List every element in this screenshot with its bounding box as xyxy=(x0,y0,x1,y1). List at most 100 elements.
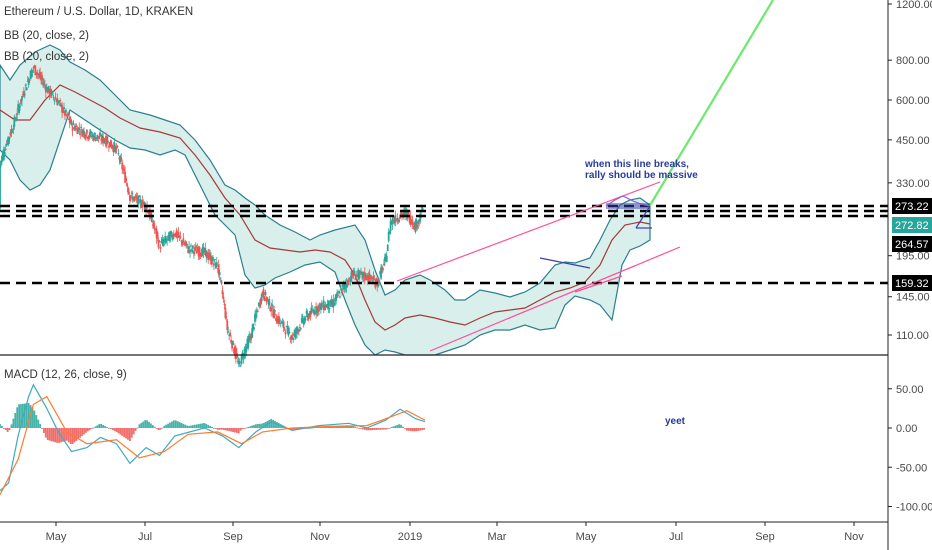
candle-body xyxy=(40,75,42,80)
candle-body xyxy=(189,249,191,253)
macd-histogram-bar xyxy=(37,419,40,428)
candle-body xyxy=(225,316,228,318)
bb-indicator-2-label[interactable]: BB (20, close, 2) xyxy=(4,51,90,63)
candle-body xyxy=(199,253,202,257)
macd-histogram-bar xyxy=(232,428,234,433)
macd-histogram-bar xyxy=(379,428,381,430)
price-label-273-22: 273.22 xyxy=(892,198,932,214)
candle-body xyxy=(283,327,286,329)
macd-tick-label: 0.00 xyxy=(896,423,917,435)
candle-body xyxy=(343,282,346,289)
candle-body xyxy=(116,146,119,148)
candle-body xyxy=(37,73,40,75)
note-line2[interactable]: rally should be massive xyxy=(585,170,698,181)
macd-histogram-bar xyxy=(205,423,208,428)
macd-histogram-bar xyxy=(71,428,74,445)
price-axis[interactable]: 1200.00 800.00 600.00 450.00 330.00 195.00 145… xyxy=(888,0,932,514)
y-tick-label: 330.00 xyxy=(896,178,930,190)
macd-pane[interactable]: yeet xyxy=(0,383,686,495)
candle-body xyxy=(355,274,358,277)
candle-body xyxy=(59,100,62,102)
macd-histogram-bar xyxy=(367,428,370,431)
candle-body xyxy=(100,139,103,141)
projection-line[interactable] xyxy=(648,0,774,208)
candle-body xyxy=(354,278,357,280)
macd-histogram-bar xyxy=(362,428,364,430)
macd-histogram-bar xyxy=(115,428,118,432)
channel-upper-line[interactable] xyxy=(396,181,661,282)
macd-histogram-bar xyxy=(16,407,19,428)
time-axis[interactable]: May Jul Sep Nov 2019 Mar May Jul Sep Nov xyxy=(46,522,865,543)
macd-histogram-bar xyxy=(417,428,420,431)
price-pane[interactable] xyxy=(0,44,651,367)
macd-histogram-bar xyxy=(44,428,47,438)
macd-histogram-bar xyxy=(371,428,374,431)
note-line1[interactable]: when this line breaks, xyxy=(584,159,689,170)
candle-body xyxy=(350,271,353,282)
macd-histogram-bar xyxy=(43,428,45,434)
candle-body xyxy=(2,149,5,158)
candle-body xyxy=(327,300,330,310)
macd-note[interactable]: yeet xyxy=(665,416,686,427)
candle-body xyxy=(119,156,122,163)
y-tick-label: 195.00 xyxy=(896,251,930,263)
candle-body xyxy=(261,291,264,295)
candle-body xyxy=(183,242,186,245)
flag-pattern[interactable] xyxy=(605,195,652,229)
candle-body xyxy=(45,87,48,91)
macd-histogram-bar xyxy=(41,428,43,429)
candle-body xyxy=(263,296,266,301)
candle-body xyxy=(244,347,247,354)
price-label-272-82-text: 272.82 xyxy=(895,220,929,232)
candle-body xyxy=(142,202,145,205)
macd-histogram-bar xyxy=(77,428,80,440)
candle-body xyxy=(66,114,69,116)
candle-body xyxy=(311,309,314,311)
channel-lower-line-2[interactable] xyxy=(574,275,623,293)
candle-body xyxy=(13,116,16,127)
candle-body xyxy=(230,339,233,343)
candle-body xyxy=(203,249,206,252)
blue-trend-line[interactable] xyxy=(539,257,591,269)
bb-indicator-1-label[interactable]: BB (20, close, 2) xyxy=(4,30,90,42)
candle-body xyxy=(305,311,308,314)
candle-body xyxy=(204,247,207,253)
macd-histogram-bar xyxy=(411,428,414,432)
candle-body xyxy=(85,134,87,139)
x-tick-label: Nov xyxy=(844,531,864,543)
candle-body xyxy=(82,130,84,133)
candle-body xyxy=(113,142,116,149)
macd-histogram-bar xyxy=(195,424,198,428)
candle-body xyxy=(167,235,169,237)
macd-histogram-bar xyxy=(381,428,383,430)
candle-body xyxy=(313,309,316,315)
candle-body xyxy=(72,122,75,125)
macd-indicator-label[interactable]: MACD (12, 26, close, 9) xyxy=(4,369,127,381)
candle-body xyxy=(294,329,296,338)
candle-body xyxy=(184,242,187,246)
candle-body xyxy=(61,105,63,113)
candle-body xyxy=(277,315,280,325)
candle-body xyxy=(170,230,172,235)
macd-histogram-bar xyxy=(54,428,57,443)
candle-body xyxy=(325,305,328,308)
candle-body xyxy=(362,272,364,278)
candle-body xyxy=(155,229,158,239)
candle-body xyxy=(42,83,44,85)
candle-body xyxy=(265,297,268,302)
candle-body xyxy=(373,279,376,281)
symbol-title[interactable]: Ethereum / U.S. Dollar, 1D, KRAKEN xyxy=(4,6,194,18)
candle-body xyxy=(298,329,300,332)
candle-body xyxy=(103,138,105,142)
candle-body xyxy=(257,302,260,306)
channel-lower-line[interactable] xyxy=(429,246,681,352)
macd-histogram-bar xyxy=(340,425,343,428)
candle-body xyxy=(19,106,21,108)
candle-body xyxy=(213,259,216,261)
macd-histogram-bar xyxy=(260,423,263,428)
macd-histogram-bar xyxy=(104,425,106,428)
macd-histogram-bar xyxy=(199,423,202,428)
candle-body xyxy=(133,196,136,198)
candle-body xyxy=(16,113,19,115)
